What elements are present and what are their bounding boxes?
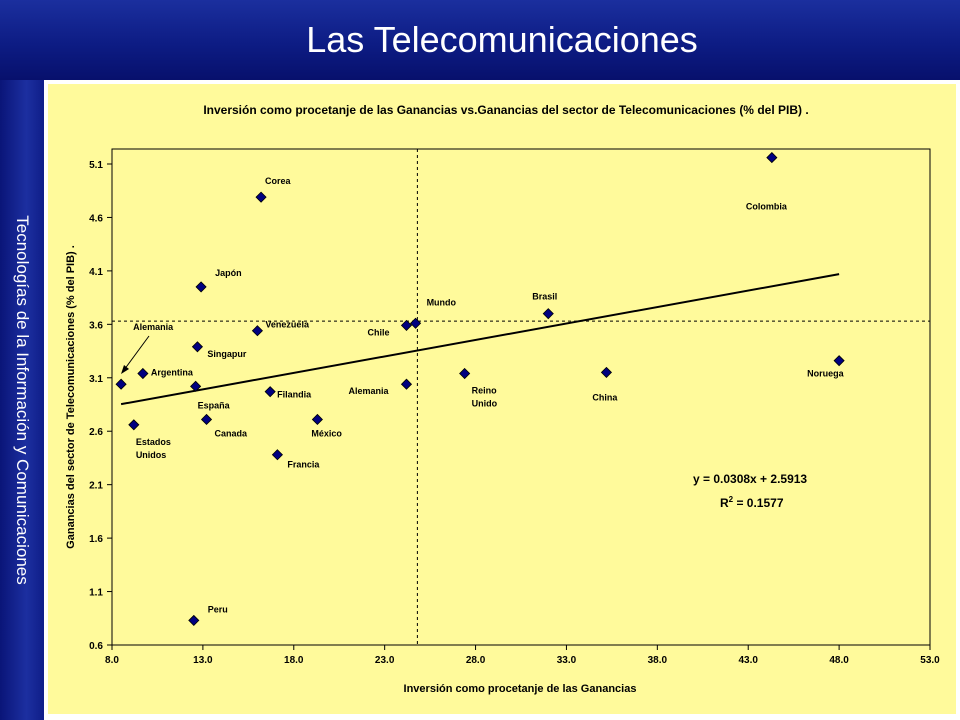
data-points (115, 152, 845, 626)
data-point (251, 325, 263, 337)
data-point (600, 366, 613, 378)
point-label: Filandia (277, 390, 312, 400)
data-point (190, 380, 202, 392)
point-label: Alemania (133, 322, 174, 332)
chart-panel (48, 84, 956, 714)
data-point (400, 378, 413, 390)
x-tick-label: 18.0 (284, 655, 304, 666)
y-tick-label: 1.1 (89, 588, 103, 599)
data-point (271, 449, 283, 461)
x-tick-label: 38.0 (648, 655, 668, 666)
data-point (195, 281, 207, 293)
y-tick-label: 3.6 (89, 320, 103, 331)
data-point (115, 378, 127, 390)
chart-title: Inversión como procetanje de las Gananci… (203, 103, 808, 117)
y-tick-label: 1.6 (89, 534, 103, 545)
data-point (191, 341, 204, 353)
point-labels: Corea Colombia Japón Venezuela Singapur Alema… (133, 176, 845, 614)
x-tick-label: 43.0 (738, 655, 758, 666)
point-label: Canada (215, 428, 249, 438)
x-tick-label: 53.0 (920, 655, 940, 666)
x-tick-label: 13.0 (193, 655, 213, 666)
point-label: Singapur (207, 349, 246, 359)
annotation-arrowhead (121, 365, 129, 374)
point-label: Brasil (532, 292, 557, 302)
data-point (255, 191, 267, 203)
data-point (128, 419, 140, 431)
trendline (120, 273, 840, 406)
point-label: Venezuela (265, 320, 310, 330)
plot-area (111, 148, 931, 646)
data-point (264, 386, 276, 398)
axis-ticks: 8.0 13.0 18.0 23.0 28.0 33.0 38.0 43.0 48.0 53.0 0… (89, 160, 940, 666)
point-label: Colombia (746, 202, 788, 212)
y-tick-label: 3.1 (89, 374, 103, 385)
trendline-layer (120, 273, 840, 406)
side-bar (0, 80, 44, 720)
trend-equation: y = 0.0308x + 2.5913 (693, 472, 807, 486)
side-text: Tecnologías de la Información y Comunica… (13, 215, 32, 585)
y-tick-label: 4.6 (89, 213, 103, 224)
data-point (542, 308, 554, 320)
data-point (188, 614, 200, 626)
x-tick-label: 28.0 (466, 655, 486, 666)
data-point (400, 319, 413, 331)
y-tick-label: 2.1 (89, 481, 103, 492)
x-tick-label: 8.0 (105, 655, 119, 666)
annotation-arrow (123, 335, 150, 371)
x-axis-title: Inversión como procetanje de las Gananci… (404, 683, 637, 695)
scatter-chart: Inversión como procetanje de las Gananci… (65, 103, 940, 695)
data-point (410, 317, 422, 329)
point-label: Corea (265, 176, 292, 186)
point-label: Noruega (807, 369, 845, 379)
point-label: Chile (367, 327, 389, 337)
point-label: España (198, 400, 231, 410)
y-tick-label: 4.1 (89, 267, 103, 278)
data-point (459, 367, 471, 380)
point-label: Japón (215, 268, 242, 278)
point-label: México (311, 428, 342, 438)
data-point (200, 413, 213, 426)
y-tick-label: 0.6 (89, 641, 103, 652)
y-tick-label: 2.6 (89, 427, 103, 438)
point-label: Peru (208, 604, 228, 614)
r-squared: R2 = 0.1577 (720, 495, 784, 510)
point-label: Mundo (427, 297, 457, 307)
y-tick-label: 5.1 (89, 160, 103, 171)
data-point (833, 355, 845, 367)
title-bar (0, 0, 960, 80)
data-point (311, 413, 323, 426)
point-label: Estados Unidos (136, 437, 171, 460)
point-label: Alemania (348, 386, 389, 396)
point-label: Francia (287, 460, 320, 470)
x-tick-label: 33.0 (557, 655, 577, 666)
reference-lines (112, 149, 930, 645)
point-label: Reino Unido (472, 386, 498, 409)
x-tick-label: 48.0 (829, 655, 849, 666)
y-axis-title: Ganancias del sector de Telecomunicacion… (65, 245, 77, 549)
data-point (137, 367, 149, 380)
data-point (766, 152, 778, 164)
point-label: Argentina (151, 368, 194, 378)
slide-title: Las Telecomunicaciones (306, 19, 698, 60)
x-tick-label: 23.0 (375, 655, 395, 666)
point-label: China (592, 392, 618, 402)
